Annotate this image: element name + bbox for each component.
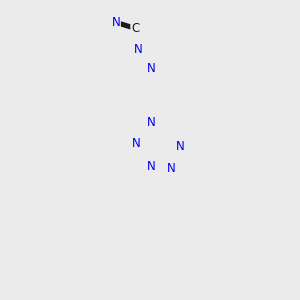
Text: N: N — [134, 43, 142, 56]
Text: N: N — [111, 16, 120, 29]
Text: N: N — [132, 136, 141, 150]
Text: N: N — [147, 116, 156, 129]
Text: N: N — [167, 162, 175, 175]
Text: N: N — [147, 160, 156, 173]
Text: N: N — [176, 140, 184, 153]
Text: N: N — [147, 62, 156, 75]
Text: C: C — [131, 22, 139, 35]
